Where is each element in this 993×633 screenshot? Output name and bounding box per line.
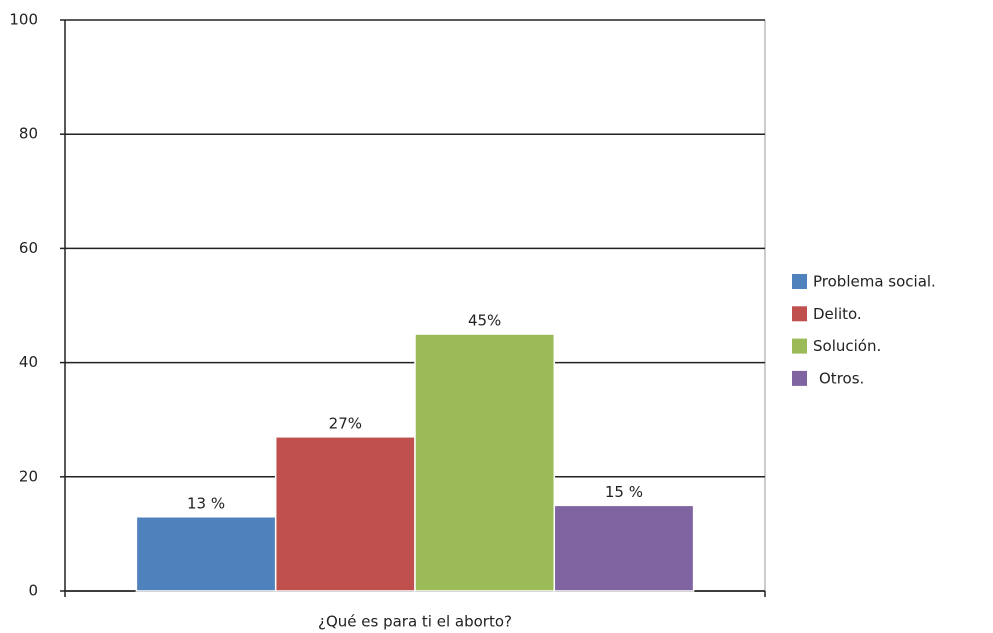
bar <box>414 333 556 592</box>
bar <box>135 516 277 592</box>
legend-label: Problema social. <box>813 273 936 291</box>
data-label: 45% <box>468 312 501 330</box>
legend-label: Otros. <box>819 369 864 387</box>
legend-swatch <box>792 370 807 386</box>
data-label: 15 % <box>605 483 643 501</box>
y-tick-label: 80 <box>19 125 38 143</box>
y-tick-label: 100 <box>9 11 38 29</box>
x-tick-label: ¿Qué es para ti el aborto? <box>318 613 512 631</box>
data-label: 13 % <box>187 494 225 512</box>
y-tick-label: 0 <box>28 582 38 600</box>
legend-swatch <box>792 306 807 322</box>
bar <box>553 504 695 592</box>
legend-swatch <box>792 274 807 289</box>
data-label: 27% <box>329 414 362 432</box>
legend-label: Solución. <box>813 337 881 355</box>
y-tick-label: 20 <box>19 467 38 485</box>
legend-label: Delito. <box>813 305 862 323</box>
y-tick-label: 60 <box>19 239 38 257</box>
y-tick-label: 40 <box>19 353 38 371</box>
legend-swatch <box>792 338 807 354</box>
bar <box>274 436 416 592</box>
